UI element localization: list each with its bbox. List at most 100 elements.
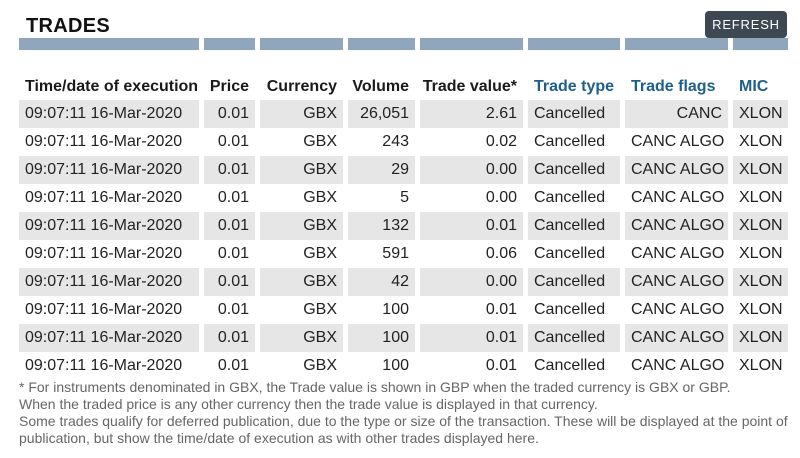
currency-cell: GBX [260, 324, 343, 352]
table-row: 09:07:11 16-Mar-2020 0.01 GBX 100 0.01 Cancel… [19, 352, 788, 380]
time-date-cell: 09:07:11 16-Mar-2020 [19, 268, 199, 296]
trade-flags-cell: CANC ALGO [625, 128, 728, 156]
currency-cell: GBX [260, 212, 343, 240]
footnote-line: Some trades qualify for deferred publica… [19, 413, 788, 446]
trade-flags-cell: CANC ALGO [625, 240, 728, 268]
mic-cell: XLON [733, 100, 788, 128]
footnote-line: * For instruments denominated in GBX, th… [19, 379, 731, 395]
page-title: TRADES [26, 15, 111, 37]
volume-cell: 26,051 [348, 100, 415, 128]
column-bar [348, 38, 415, 50]
price-cell: 0.01 [204, 240, 255, 268]
table-row: 09:07:11 16-Mar-2020 0.01 GBX 5 0.00 Cancelle… [19, 184, 788, 212]
column-bar [19, 38, 199, 50]
column-bar [528, 38, 620, 50]
trade-type-cell: Cancelled [528, 128, 620, 156]
table-row: 09:07:11 16-Mar-2020 0.01 GBX 26,051 2.61 Can… [19, 100, 788, 128]
volume-cell: 29 [348, 156, 415, 184]
time-date-cell: 09:07:11 16-Mar-2020 [19, 184, 199, 212]
column-header-mic-link[interactable]: MIC [739, 78, 769, 95]
mic-cell: XLON [733, 324, 788, 352]
price-cell: 0.01 [204, 296, 255, 324]
mic-cell: XLON [733, 240, 788, 268]
trade-value-cell: 0.01 [420, 352, 523, 380]
currency-cell: GBX [260, 352, 343, 380]
price-cell: 0.01 [204, 184, 255, 212]
currency-cell: GBX [260, 128, 343, 156]
trade-type-cell: Cancelled [528, 240, 620, 268]
mic-cell: XLON [733, 184, 788, 212]
refresh-button[interactable]: REFRESH [705, 11, 787, 38]
column-header-time-date: Time/date of execution [25, 78, 199, 95]
time-date-cell: 09:07:11 16-Mar-2020 [19, 240, 199, 268]
volume-cell: 100 [348, 352, 415, 380]
time-date-cell: 09:07:11 16-Mar-2020 [19, 296, 199, 324]
volume-cell: 591 [348, 240, 415, 268]
table-row: 09:07:11 16-Mar-2020 0.01 GBX 100 0.01 Cancel… [19, 296, 788, 324]
volume-cell: 132 [348, 212, 415, 240]
footnote: * For instruments denominated in GBX, th… [19, 379, 789, 447]
table-row: 09:07:11 16-Mar-2020 0.01 GBX 591 0.06 Cancel… [19, 240, 788, 268]
column-header-trade-type-link[interactable]: Trade type [534, 78, 615, 95]
trade-flags-cell: CANC ALGO [625, 352, 728, 380]
trade-value-cell: 0.01 [420, 324, 523, 352]
table-row: 09:07:11 16-Mar-2020 0.01 GBX 243 0.02 Cancel… [19, 128, 788, 156]
time-date-cell: 09:07:11 16-Mar-2020 [19, 352, 199, 380]
trade-flags-cell: CANC ALGO [625, 184, 728, 212]
mic-cell: XLON [733, 352, 788, 380]
price-cell: 0.01 [204, 324, 255, 352]
trade-type-cell: Cancelled [528, 100, 620, 128]
trade-type-cell: Cancelled [528, 184, 620, 212]
price-cell: 0.01 [204, 100, 255, 128]
trades-table: Time/date of execution Price Currency Vo… [19, 38, 788, 380]
column-header-currency: Currency [266, 78, 337, 95]
table-row: 09:07:11 16-Mar-2020 0.01 GBX 42 0.00 Cancell… [19, 268, 788, 296]
column-bar [420, 38, 523, 50]
time-date-cell: 09:07:11 16-Mar-2020 [19, 100, 199, 128]
mic-cell: XLON [733, 296, 788, 324]
table-header-row: Time/date of execution Price Currency Vo… [19, 56, 788, 100]
currency-cell: GBX [260, 296, 343, 324]
trade-value-cell: 0.06 [420, 240, 523, 268]
trade-type-cell: Cancelled [528, 296, 620, 324]
trade-type-cell: Cancelled [528, 324, 620, 352]
trade-flags-cell: CANC [625, 100, 728, 128]
mic-cell: XLON [733, 128, 788, 156]
trade-flags-cell: CANC ALGO [625, 268, 728, 296]
price-cell: 0.01 [204, 156, 255, 184]
column-bar [260, 38, 343, 50]
price-cell: 0.01 [204, 268, 255, 296]
currency-cell: GBX [260, 156, 343, 184]
trade-type-cell: Cancelled [528, 352, 620, 380]
trade-type-cell: Cancelled [528, 212, 620, 240]
trade-flags-cell: CANC ALGO [625, 156, 728, 184]
trade-value-cell: 0.00 [420, 268, 523, 296]
currency-cell: GBX [260, 184, 343, 212]
price-cell: 0.01 [204, 212, 255, 240]
table-row: 09:07:11 16-Mar-2020 0.01 GBX 29 0.00 Cancell… [19, 156, 788, 184]
trade-value-cell: 0.00 [420, 184, 523, 212]
mic-cell: XLON [733, 268, 788, 296]
column-header-trade-flags-link[interactable]: Trade flags [631, 78, 716, 95]
time-date-cell: 09:07:11 16-Mar-2020 [19, 324, 199, 352]
column-bar [204, 38, 255, 50]
table-body: 09:07:11 16-Mar-2020 0.01 GBX 26,051 2.61 Can… [19, 100, 788, 380]
currency-cell: GBX [260, 268, 343, 296]
time-date-cell: 09:07:11 16-Mar-2020 [19, 156, 199, 184]
trade-flags-cell: CANC ALGO [625, 296, 728, 324]
trade-value-cell: 0.01 [420, 296, 523, 324]
trade-value-cell: 0.00 [420, 156, 523, 184]
volume-cell: 5 [348, 184, 415, 212]
currency-cell: GBX [260, 100, 343, 128]
trades-header: TRADES REFRESH [26, 11, 788, 39]
mic-cell: XLON [733, 212, 788, 240]
trade-value-cell: 2.61 [420, 100, 523, 128]
trade-value-cell: 0.02 [420, 128, 523, 156]
price-cell: 0.01 [204, 128, 255, 156]
price-cell: 0.01 [204, 352, 255, 380]
column-separator-bars [19, 38, 788, 50]
column-bar [625, 38, 728, 50]
table-row: 09:07:11 16-Mar-2020 0.01 GBX 100 0.01 Cancel… [19, 324, 788, 352]
mic-cell: XLON [733, 156, 788, 184]
volume-cell: 42 [348, 268, 415, 296]
